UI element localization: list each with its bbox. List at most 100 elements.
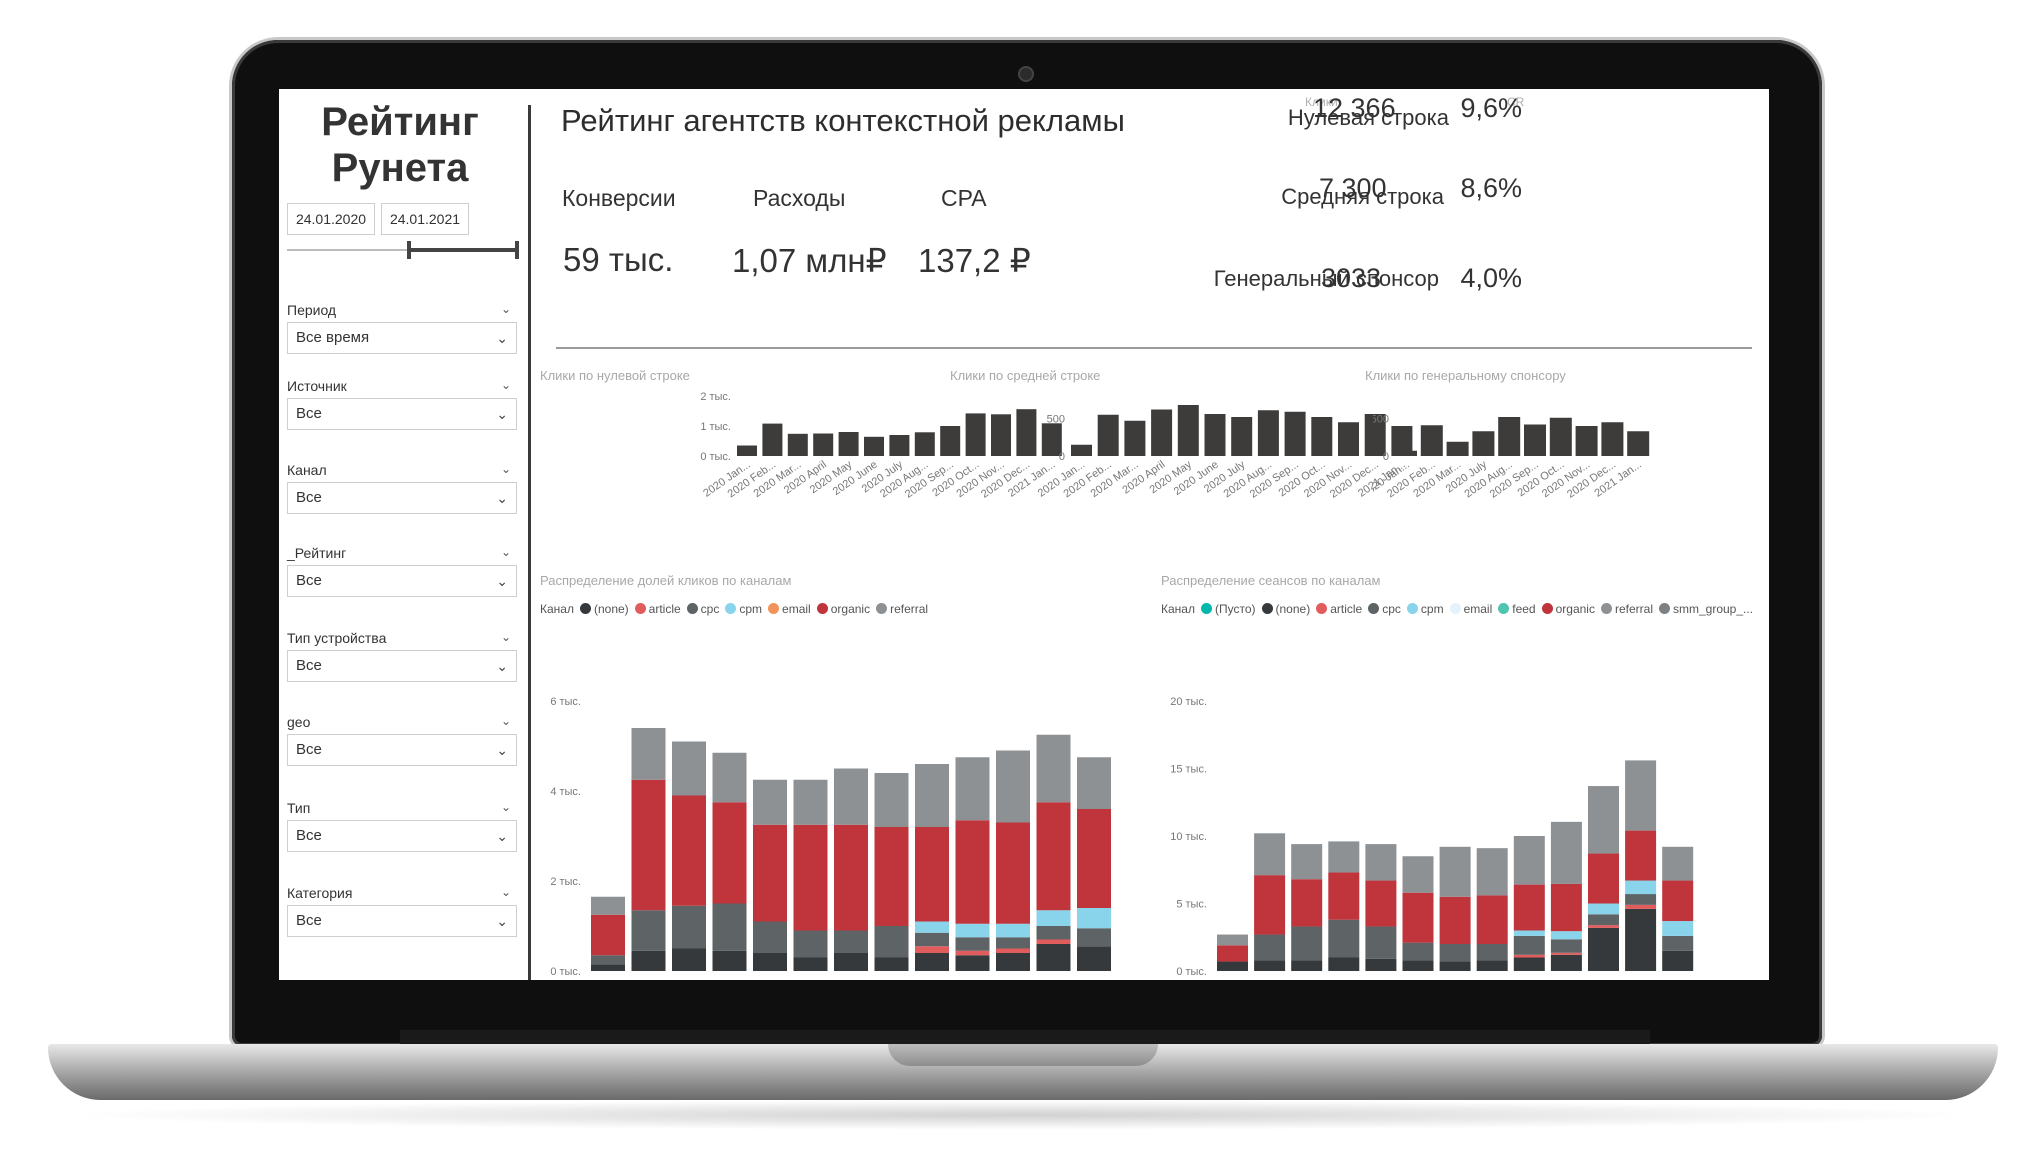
stack-segment[interactable]: [753, 921, 787, 954]
stack-segment[interactable]: [915, 953, 949, 971]
legend-item[interactable]: referral: [890, 602, 929, 616]
stack-segment[interactable]: [753, 824, 787, 922]
stack-segment[interactable]: [1550, 952, 1582, 955]
stack-segment[interactable]: [955, 757, 990, 821]
bar[interactable]: [838, 432, 859, 456]
stack-segment[interactable]: [1439, 944, 1471, 962]
filter-select-device-type[interactable]: Все ⌄: [287, 650, 517, 682]
bar[interactable]: [914, 432, 935, 456]
chevron-down-icon[interactable]: ⌄: [501, 800, 512, 814]
legend-item[interactable]: cpc: [700, 602, 720, 616]
chevron-down-icon[interactable]: ⌄: [501, 885, 512, 899]
stack-segment[interactable]: [631, 779, 666, 911]
stack-segment[interactable]: [955, 950, 990, 956]
stack-segment[interactable]: [1077, 946, 1111, 971]
bar[interactable]: [965, 413, 986, 456]
stack-segment[interactable]: [915, 764, 949, 827]
legend-item[interactable]: cpm: [1420, 602, 1444, 616]
stack-segment[interactable]: [712, 950, 747, 971]
legend-item[interactable]: referral: [1614, 602, 1653, 616]
stack-segment[interactable]: [1036, 939, 1071, 945]
stack-segment[interactable]: [1662, 846, 1694, 881]
stack-segment[interactable]: [591, 964, 625, 971]
bar[interactable]: [1016, 409, 1037, 456]
bar[interactable]: [1364, 414, 1386, 456]
date-slider-handle-end[interactable]: [515, 241, 519, 259]
stack-segment[interactable]: [1588, 914, 1619, 926]
stack-segment[interactable]: [672, 948, 706, 972]
bar[interactable]: [1338, 422, 1359, 456]
legend-item[interactable]: article: [648, 602, 681, 616]
stack-segment[interactable]: [996, 822, 1030, 924]
stack-segment[interactable]: [1291, 844, 1323, 880]
bar[interactable]: [1124, 420, 1146, 456]
stack-segment[interactable]: [1476, 895, 1508, 944]
bar[interactable]: [762, 423, 783, 456]
stack-segment[interactable]: [996, 923, 1030, 938]
filter-select-geo[interactable]: Все ⌄: [287, 734, 517, 766]
stack-segment[interactable]: [591, 914, 625, 956]
stack-segment[interactable]: [1662, 921, 1694, 936]
stack-segment[interactable]: [955, 955, 990, 971]
bar[interactable]: [1097, 414, 1119, 456]
stack-segment[interactable]: [753, 953, 787, 971]
legend-item[interactable]: email: [1463, 602, 1493, 616]
stack-segment[interactable]: [1402, 960, 1434, 971]
bar[interactable]: [864, 436, 884, 456]
stack-segment[interactable]: [1254, 934, 1286, 961]
stack-segment[interactable]: [1513, 954, 1545, 958]
stack-segment[interactable]: [1036, 734, 1071, 803]
stack-segment[interactable]: [1550, 883, 1582, 932]
stack-segment[interactable]: [631, 728, 666, 780]
stack-segment[interactable]: [1588, 853, 1619, 904]
date-slider-handle-start[interactable]: [407, 241, 411, 259]
stack-segment[interactable]: [915, 932, 949, 947]
bar[interactable]: [1549, 417, 1572, 456]
bar[interactable]: [1391, 426, 1413, 456]
stack-segment[interactable]: [1077, 809, 1111, 908]
stack-segment[interactable]: [1217, 945, 1248, 962]
stack-segment[interactable]: [1513, 930, 1545, 936]
chevron-down-icon[interactable]: ⌄: [501, 378, 512, 392]
stack-segment[interactable]: [793, 824, 828, 931]
bar[interactable]: [1257, 410, 1279, 456]
stack-segment[interactable]: [1625, 904, 1657, 909]
stack-segment[interactable]: [1588, 903, 1619, 915]
legend-item[interactable]: organic: [830, 602, 871, 616]
stack-segment[interactable]: [1036, 910, 1071, 926]
date-slider-track[interactable]: [287, 249, 519, 251]
stack-segment[interactable]: [1328, 841, 1360, 873]
stack-segment[interactable]: [793, 930, 828, 958]
stack-segment[interactable]: [834, 824, 868, 931]
legend-item[interactable]: feed: [1512, 602, 1536, 616]
filter-select-channel[interactable]: Все ⌄: [287, 482, 517, 514]
stack-segment[interactable]: [1254, 960, 1286, 971]
legend-item[interactable]: cpm: [739, 602, 763, 616]
stack-segment[interactable]: [1291, 960, 1323, 971]
stack-segment[interactable]: [1476, 848, 1508, 896]
stack-segment[interactable]: [1625, 894, 1657, 905]
stack-segment[interactable]: [1077, 757, 1111, 809]
bar[interactable]: [1601, 422, 1624, 456]
legend-item[interactable]: smm_group_...: [1672, 602, 1754, 616]
stack-segment[interactable]: [1036, 802, 1071, 911]
stack-segment[interactable]: [793, 957, 828, 972]
stack-segment[interactable]: [1476, 960, 1508, 971]
stack-segment[interactable]: [712, 752, 747, 803]
stack-segment[interactable]: [672, 741, 706, 796]
stack-segment[interactable]: [1402, 856, 1434, 893]
bar[interactable]: [1395, 450, 1417, 456]
stack-segment[interactable]: [1036, 944, 1071, 971]
stack-segment[interactable]: [1217, 961, 1248, 971]
stack-segment[interactable]: [874, 773, 909, 827]
stack-segment[interactable]: [996, 953, 1030, 971]
stack-segment[interactable]: [1365, 926, 1397, 959]
stack-segment[interactable]: [996, 750, 1030, 823]
bar[interactable]: [1446, 441, 1469, 456]
stack-segment[interactable]: [1254, 875, 1286, 935]
stack-segment[interactable]: [1439, 896, 1471, 944]
legend-item[interactable]: cpc: [1382, 602, 1401, 616]
bar[interactable]: [1420, 425, 1443, 456]
stack-segment[interactable]: [1328, 872, 1360, 920]
bar[interactable]: [889, 435, 910, 456]
